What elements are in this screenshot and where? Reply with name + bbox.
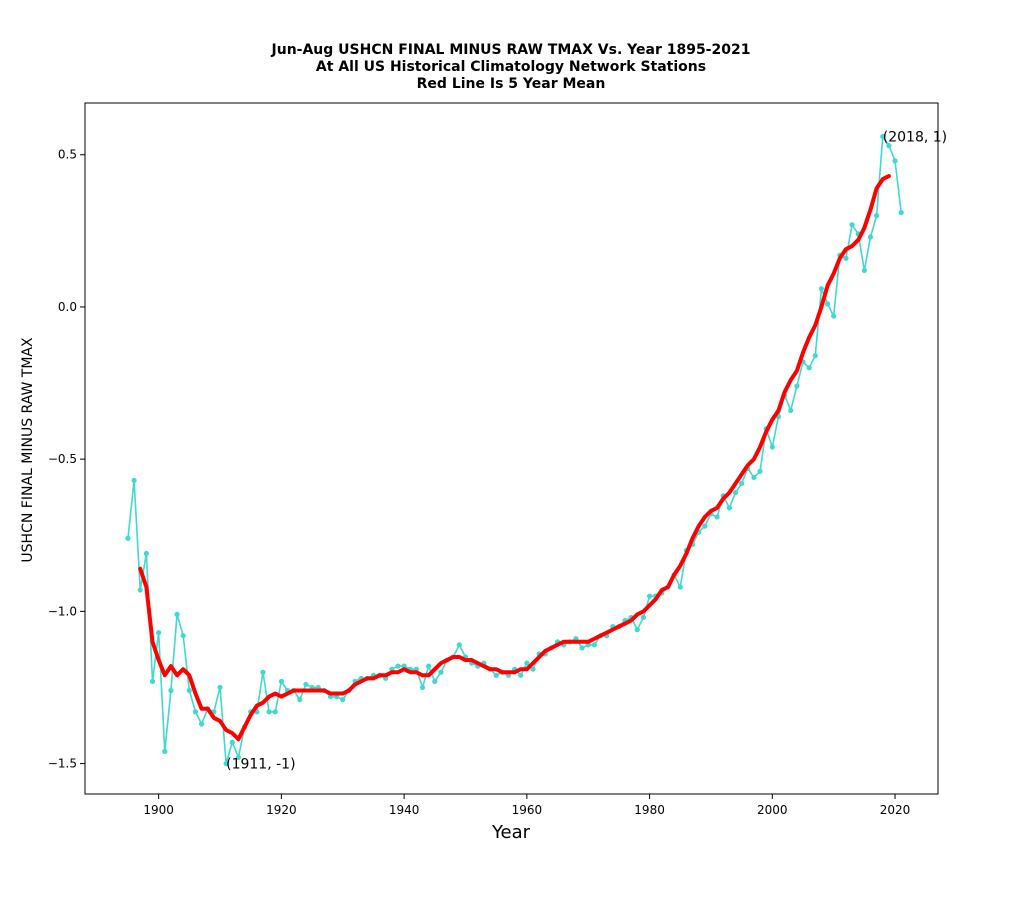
data-point bbox=[757, 468, 763, 474]
data-point bbox=[199, 721, 205, 727]
data-point bbox=[493, 672, 499, 678]
x-tick-label: 1900 bbox=[143, 803, 174, 817]
data-point bbox=[769, 444, 775, 450]
data-point bbox=[880, 133, 886, 140]
data-point bbox=[395, 663, 401, 669]
data-point bbox=[702, 523, 708, 529]
data-point bbox=[303, 681, 309, 688]
data-point bbox=[192, 709, 199, 715]
annotation-label: (1911, -1) bbox=[226, 757, 295, 773]
y-tick-label: −1.0 bbox=[48, 604, 77, 618]
x-tick-label: 1940 bbox=[389, 803, 420, 817]
data-point bbox=[886, 143, 892, 149]
data-point bbox=[162, 748, 168, 754]
y-tick-label: −1.5 bbox=[48, 757, 77, 771]
data-point bbox=[591, 642, 597, 648]
data-point bbox=[156, 630, 162, 636]
data-point bbox=[260, 669, 266, 675]
data-point bbox=[898, 209, 904, 216]
data-point bbox=[340, 697, 346, 703]
data-point bbox=[229, 739, 235, 745]
data-point bbox=[217, 684, 223, 691]
data-point bbox=[824, 301, 831, 307]
data-point bbox=[812, 353, 818, 359]
data-point bbox=[278, 678, 284, 684]
data-point bbox=[432, 678, 438, 684]
data-point bbox=[861, 267, 867, 274]
data-point bbox=[223, 760, 229, 767]
data-point bbox=[143, 550, 149, 557]
data-point bbox=[579, 645, 585, 651]
data-point bbox=[456, 642, 462, 648]
data-point bbox=[867, 234, 874, 240]
chart-title-line-2: At All US Historical Climatology Network… bbox=[316, 59, 706, 75]
x-tick-label: 1980 bbox=[634, 803, 665, 817]
data-point bbox=[892, 158, 898, 164]
data-point bbox=[640, 614, 647, 621]
data-point bbox=[131, 477, 137, 484]
data-point bbox=[297, 697, 303, 703]
x-tick-label: 1920 bbox=[266, 803, 297, 817]
data-point bbox=[751, 474, 757, 481]
data-point bbox=[634, 627, 640, 633]
axis-layer: 1900 1920 1940 1960 1980 2000 2020 −1.5 −1.0 −0.5… bbox=[48, 102, 939, 817]
plot-layer: (2018, 1) (1911, -1) bbox=[125, 129, 947, 773]
data-point bbox=[180, 633, 186, 639]
data-point bbox=[530, 666, 536, 672]
data-point bbox=[426, 663, 432, 669]
data-point bbox=[831, 313, 837, 319]
series-line-5-year-mean bbox=[138, 174, 891, 742]
data-point bbox=[137, 587, 143, 593]
data-point bbox=[235, 754, 242, 761]
data-point bbox=[186, 687, 192, 694]
data-point bbox=[714, 514, 720, 520]
data-point bbox=[677, 584, 683, 590]
data-point bbox=[266, 709, 272, 715]
chart-title-line-3: Red Line Is 5 Year Mean bbox=[417, 76, 606, 92]
data-point bbox=[646, 593, 653, 599]
x-tick-label: 1960 bbox=[512, 803, 543, 817]
y-tick-label: 0.5 bbox=[58, 148, 77, 162]
data-point bbox=[806, 365, 812, 371]
data-point bbox=[518, 672, 524, 678]
x-tick-label: 2020 bbox=[880, 803, 911, 817]
data-point bbox=[168, 687, 174, 694]
data-point bbox=[788, 407, 794, 414]
data-point bbox=[739, 480, 745, 487]
data-point bbox=[732, 490, 739, 496]
data-point bbox=[438, 669, 444, 675]
annotation-label: (2018, 1) bbox=[883, 129, 947, 145]
data-point bbox=[272, 709, 278, 715]
data-point bbox=[419, 684, 426, 691]
x-tick-label: 2000 bbox=[757, 803, 788, 817]
y-tick-label: −0.5 bbox=[48, 452, 77, 466]
data-point bbox=[726, 505, 732, 511]
data-point bbox=[125, 535, 131, 541]
data-point bbox=[874, 213, 880, 219]
data-point bbox=[174, 611, 180, 618]
data-point bbox=[843, 255, 849, 261]
chart-title-line-1: Jun-Aug USHCN FINAL MINUS RAW TMAX Vs. Y… bbox=[271, 42, 751, 58]
x-axis-label: Year bbox=[491, 822, 531, 843]
y-tick-label: 0.0 bbox=[58, 300, 77, 314]
data-point bbox=[524, 660, 530, 666]
data-point bbox=[818, 286, 825, 292]
plot-frame bbox=[84, 102, 939, 795]
data-point bbox=[849, 222, 855, 228]
y-axis-label: USHCN FINAL MINUS RAW TMAX bbox=[20, 337, 36, 563]
data-point bbox=[794, 383, 800, 389]
data-point bbox=[149, 678, 156, 684]
data-point bbox=[401, 663, 407, 669]
